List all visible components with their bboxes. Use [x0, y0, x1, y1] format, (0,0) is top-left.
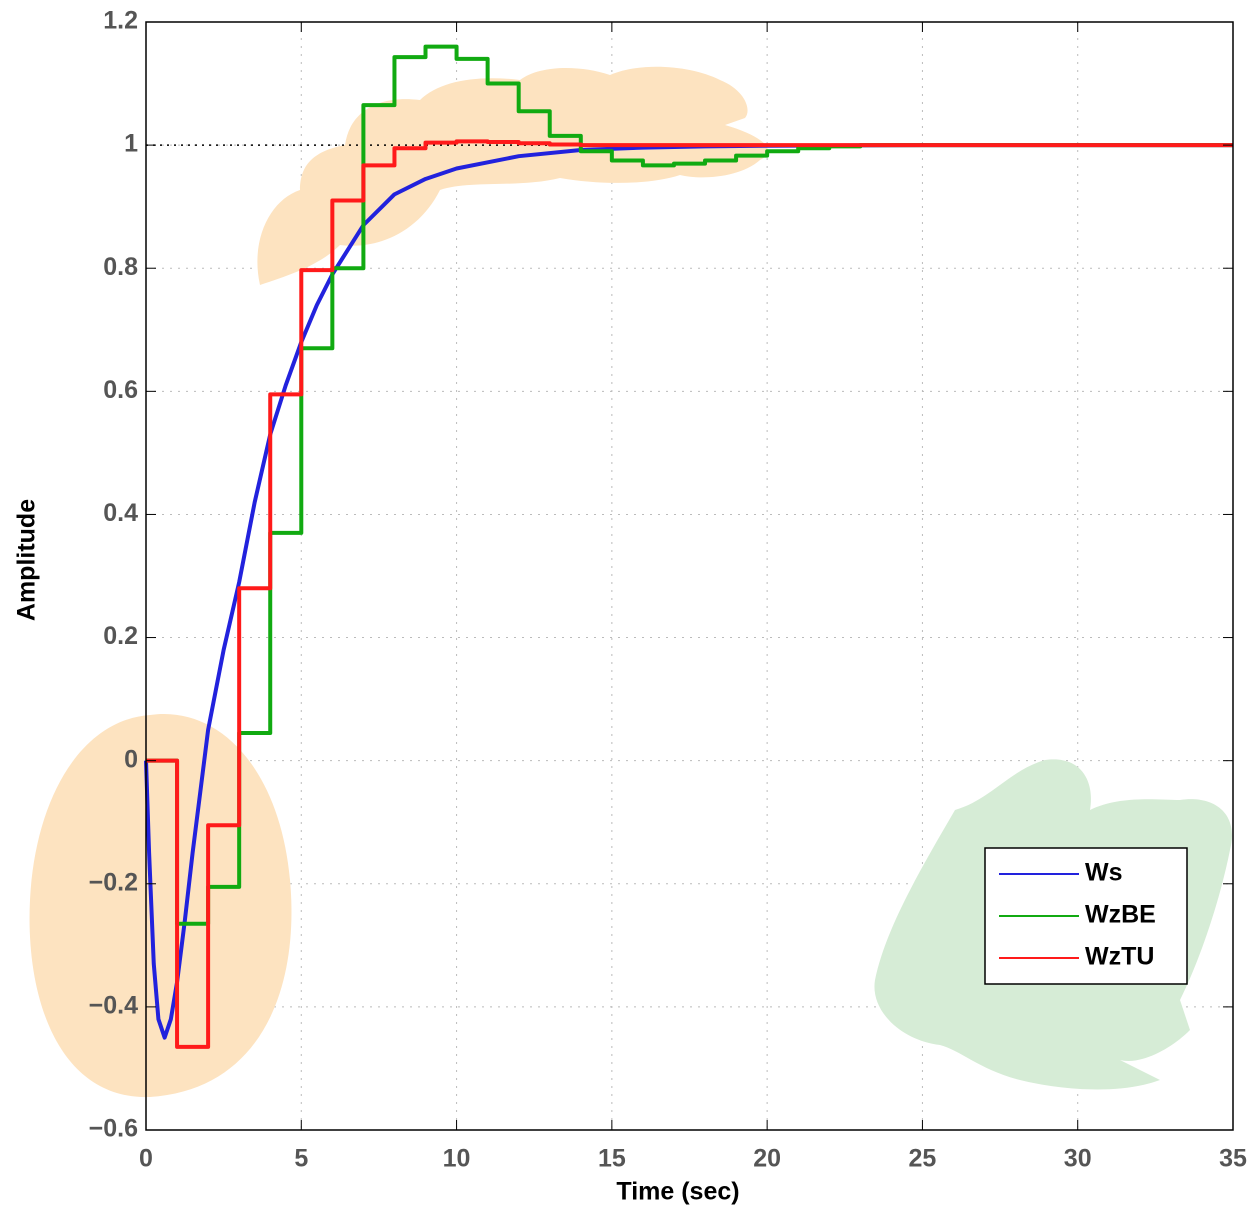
y-tick-label: 1: [124, 130, 138, 158]
highlight-blob: [257, 66, 768, 286]
y-tick-label: 1.2: [103, 7, 138, 35]
legend: Ws WzBE WzTU: [984, 847, 1188, 985]
y-tick-label: 0.2: [103, 622, 138, 650]
x-tick-label: 15: [598, 1145, 626, 1173]
ticks: −0.6 −0.4 −0.2 0 0.2 0.4 0.6 0.8 1 1.2 0 5 10 15 20 25 3…: [89, 7, 1247, 1173]
plot-frame: [145, 21, 1234, 1131]
x-tick-label: 0: [139, 1145, 153, 1173]
x-axis-label: Time (sec): [616, 1178, 739, 1206]
series-line: [144, 143, 1233, 1040]
x-tick-label: 5: [294, 1145, 308, 1173]
x-tick-label: 25: [909, 1145, 937, 1173]
y-tick-label: −0.2: [89, 868, 138, 896]
x-tick-label: 20: [753, 1145, 781, 1173]
x-tick-label: 10: [443, 1145, 471, 1173]
y-tick-label: −0.6: [89, 1115, 138, 1143]
x-tick-label: 30: [1064, 1145, 1092, 1173]
series-line: [146, 139, 1233, 1049]
y-tick-label: −0.4: [89, 991, 138, 1019]
y-tick-label: 0.4: [103, 499, 138, 527]
legend-label: Ws: [1085, 859, 1123, 887]
legend-label: WzBE: [1085, 901, 1156, 929]
highlight-blob: [29, 713, 292, 1098]
legend-label: WzTU: [1085, 943, 1154, 971]
series-lines: [144, 44, 1233, 1049]
y-tick-label: 0: [124, 745, 138, 773]
y-tick-label: 0.8: [103, 253, 138, 281]
y-axis-label: Amplitude: [13, 499, 41, 621]
y-tick-label: 0.6: [103, 376, 138, 404]
x-tick-label: 35: [1219, 1145, 1247, 1173]
